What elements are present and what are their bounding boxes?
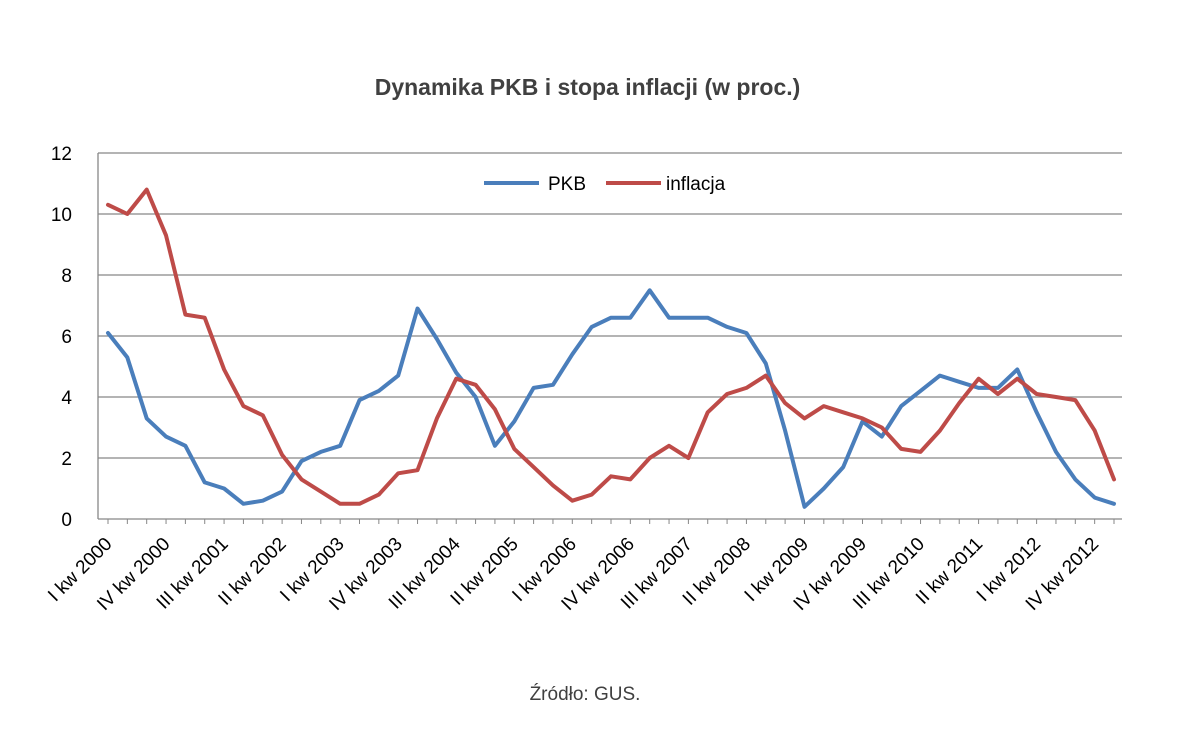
gridlines [98,152,1122,459]
y-tick-label: 2 [61,449,72,470]
series-line-inflacja [106,187,1116,506]
chart-title: Dynamika PKB i stopa inflacji (w proc.) [374,74,801,100]
legend: PKB inflacja [484,174,726,195]
y-tick-label: 4 [61,388,72,409]
y-tick-label: 6 [61,327,72,348]
axes [97,153,1122,524]
y-tick-label: 10 [51,205,72,226]
y-tick-label: 8 [61,266,72,287]
source-note: Źródło: GUS. [529,684,641,705]
y-axis-tick-labels: 0 2 4 6 8 10 12 [51,144,73,531]
legend-label-pkb: PKB [548,174,586,195]
legend-label-inflacja: inflacja [666,174,726,195]
series-lines [106,187,1116,509]
y-tick-label: 12 [51,144,72,165]
series-line-pkb [106,288,1116,509]
y-tick-label: 0 [61,510,72,531]
